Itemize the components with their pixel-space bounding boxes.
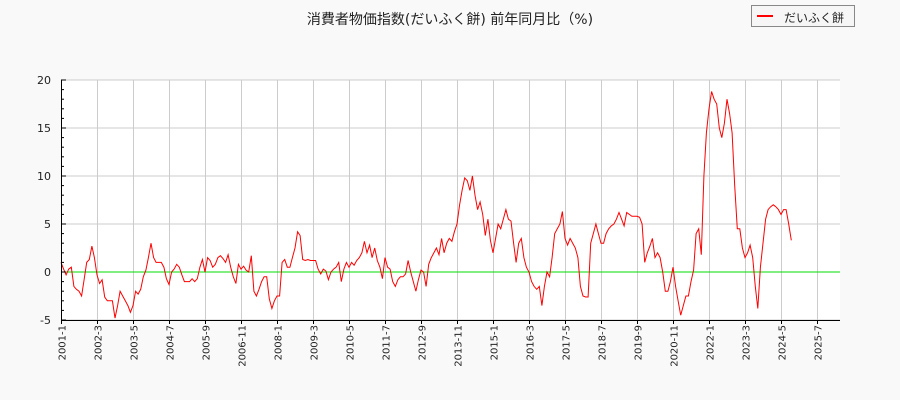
legend-label: だいふく餅 [784, 11, 845, 25]
x-tick-label: 2018-7 [598, 325, 609, 360]
y-tick-label: 10 [37, 170, 51, 183]
x-tick-label: 2020-11 [670, 325, 681, 367]
legend-line-icon [757, 15, 773, 17]
x-tick-label: 2015-1 [490, 325, 501, 360]
x-tick-label: 2011-7 [382, 325, 393, 360]
x-tick-label: 2004-7 [166, 325, 177, 360]
chart-title: 消費者物価指数(だいふく餅) 前年同月比（%) [306, 12, 594, 28]
y-tick-label: 15 [37, 122, 51, 135]
x-tick-label: 2012-9 [418, 325, 429, 360]
x-tick-label: 2010-5 [346, 325, 357, 360]
x-tick-label: 2003-5 [130, 325, 141, 360]
x-tick-label: 2013-11 [454, 325, 465, 367]
y-axis-ticks: -5 0 5 10 15 20 [37, 74, 51, 327]
y-tick-label: 5 [44, 218, 51, 231]
x-axis-ticks: 2001-1 2002-3 2003-5 2004-7 2005-9 2006-11 200… [58, 325, 825, 367]
axes [61, 79, 840, 324]
x-tick-label: 2023-3 [742, 325, 753, 360]
x-tick-label: 2005-9 [202, 325, 213, 360]
x-tick-label: 2001-1 [58, 325, 69, 360]
x-tick-label: 2002-3 [94, 325, 105, 360]
x-tick-label: 2008-1 [274, 325, 285, 360]
x-tick-label: 2017-5 [562, 325, 573, 360]
x-tick-label: 2006-11 [238, 325, 249, 367]
gridlines [61, 79, 840, 321]
x-tick-label: 2016-3 [526, 325, 537, 360]
series-line-daifuku [60, 91, 792, 319]
x-tick-label: 2022-1 [706, 325, 717, 360]
y-tick-label: 20 [37, 74, 51, 87]
y-tick-label: 0 [44, 266, 51, 279]
plot-area [61, 80, 840, 320]
chart-legend: だいふく餅 [751, 5, 855, 27]
x-tick-label: 2019-9 [634, 325, 645, 360]
x-tick-label: 2024-5 [778, 325, 789, 360]
x-tick-label: 2025-7 [814, 325, 825, 360]
x-tick-label: 2009-3 [310, 325, 321, 360]
y-tick-label: -5 [40, 314, 51, 327]
